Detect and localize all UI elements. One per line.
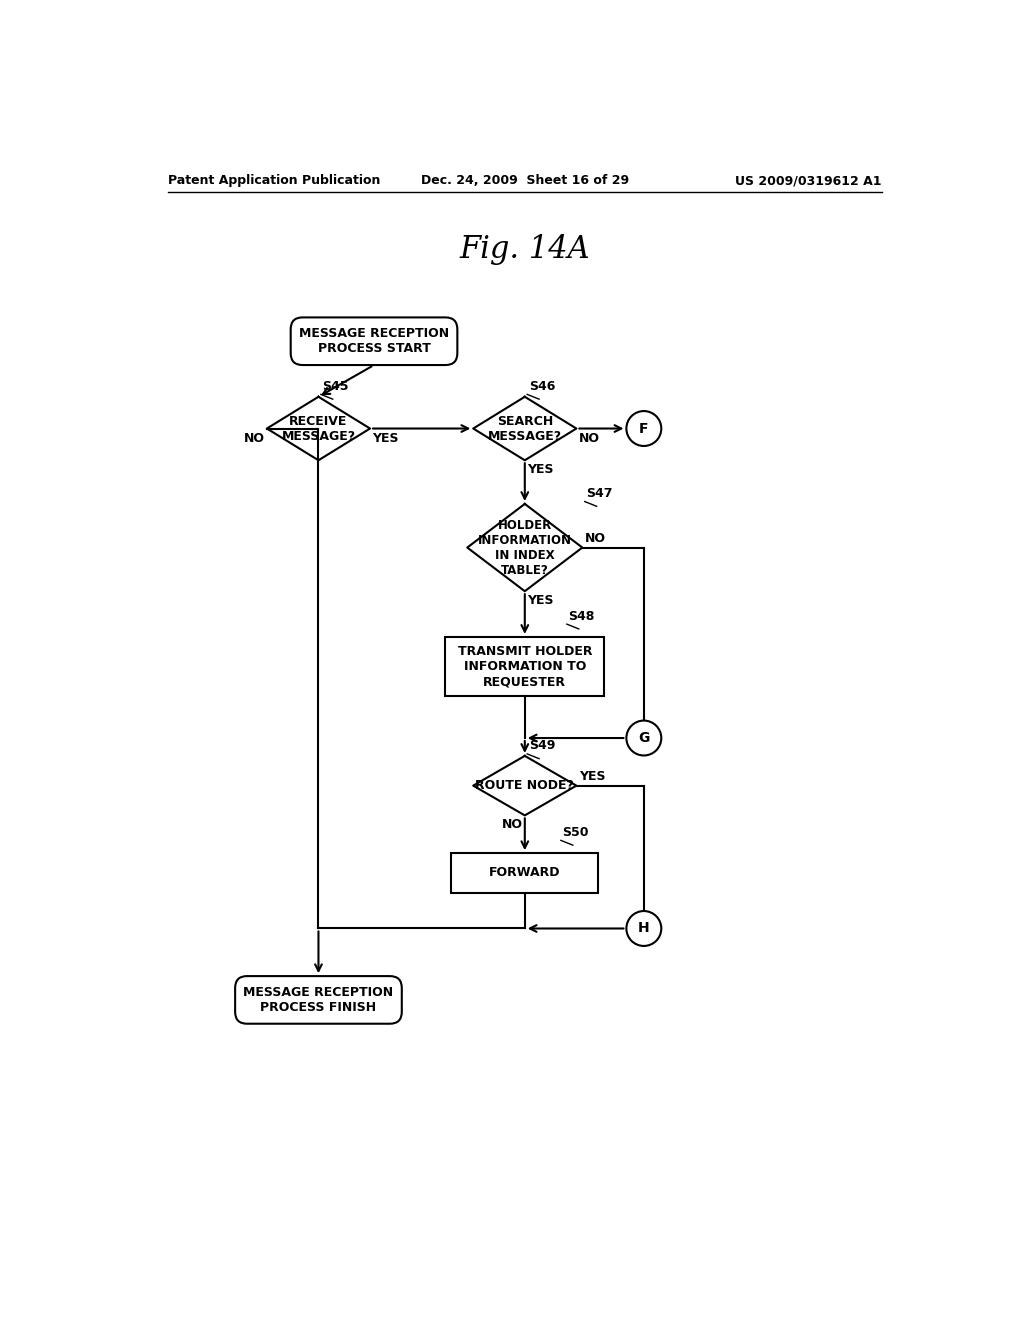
Text: NO: NO — [502, 818, 522, 830]
Text: NO: NO — [579, 433, 600, 445]
Text: US 2009/0319612 A1: US 2009/0319612 A1 — [735, 174, 882, 187]
Text: S48: S48 — [568, 610, 595, 623]
Text: ROUTE NODE?: ROUTE NODE? — [475, 779, 574, 792]
Text: Dec. 24, 2009  Sheet 16 of 29: Dec. 24, 2009 Sheet 16 of 29 — [421, 174, 629, 187]
Text: MESSAGE RECEPTION
PROCESS FINISH: MESSAGE RECEPTION PROCESS FINISH — [244, 986, 393, 1014]
Circle shape — [627, 911, 662, 946]
Circle shape — [627, 721, 662, 755]
Text: H: H — [638, 921, 649, 936]
Text: NO: NO — [585, 532, 606, 545]
Text: HOLDER
INFORMATION
IN INDEX
TABLE?: HOLDER INFORMATION IN INDEX TABLE? — [478, 519, 571, 577]
Bar — [452, 853, 598, 892]
Text: FORWARD: FORWARD — [489, 866, 560, 879]
Text: S47: S47 — [587, 487, 612, 500]
Text: YES: YES — [373, 433, 399, 445]
Text: TRANSMIT HOLDER
INFORMATION TO
REQUESTER: TRANSMIT HOLDER INFORMATION TO REQUESTER — [458, 645, 592, 688]
Bar — [445, 636, 604, 697]
Text: Fig. 14A: Fig. 14A — [460, 235, 590, 265]
Text: S46: S46 — [528, 380, 555, 393]
Text: S45: S45 — [323, 380, 349, 393]
Text: YES: YES — [527, 594, 554, 607]
Text: YES: YES — [579, 771, 605, 783]
Text: NO: NO — [244, 433, 264, 445]
Text: RECEIVE
MESSAGE?: RECEIVE MESSAGE? — [282, 414, 355, 442]
FancyBboxPatch shape — [291, 317, 458, 366]
Text: F: F — [639, 421, 648, 436]
Text: Patent Application Publication: Patent Application Publication — [168, 174, 380, 187]
Text: YES: YES — [527, 462, 554, 475]
Text: S50: S50 — [562, 826, 589, 838]
Text: SEARCH
MESSAGE?: SEARCH MESSAGE? — [487, 414, 562, 442]
Text: G: G — [638, 731, 649, 744]
FancyBboxPatch shape — [236, 975, 401, 1024]
Text: MESSAGE RECEPTION
PROCESS START: MESSAGE RECEPTION PROCESS START — [299, 327, 450, 355]
Text: S49: S49 — [528, 739, 555, 752]
Circle shape — [627, 411, 662, 446]
